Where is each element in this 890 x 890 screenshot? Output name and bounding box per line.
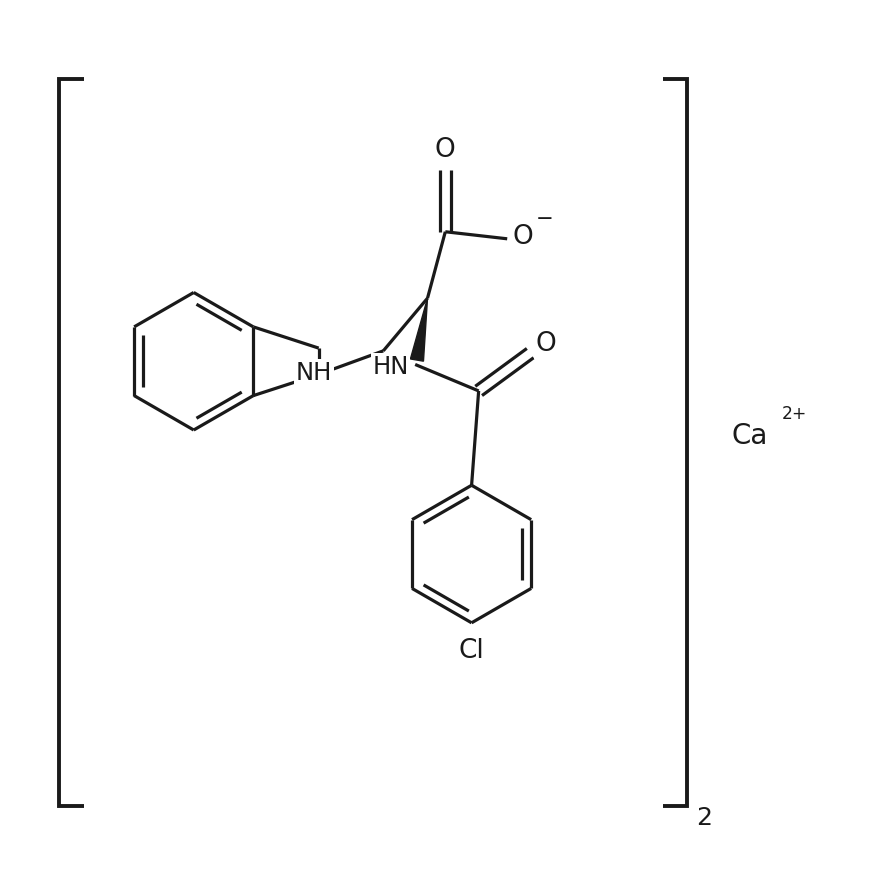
Polygon shape xyxy=(410,298,427,361)
Text: 2: 2 xyxy=(696,806,712,830)
Text: HN: HN xyxy=(372,355,409,379)
Text: Cl: Cl xyxy=(458,638,484,664)
Text: NH: NH xyxy=(296,360,333,384)
Text: −: − xyxy=(536,209,553,230)
Text: 2+: 2+ xyxy=(781,405,807,423)
Text: O: O xyxy=(536,331,556,357)
Text: Ca: Ca xyxy=(732,422,768,450)
Text: O: O xyxy=(513,224,533,250)
Text: O: O xyxy=(435,137,456,164)
